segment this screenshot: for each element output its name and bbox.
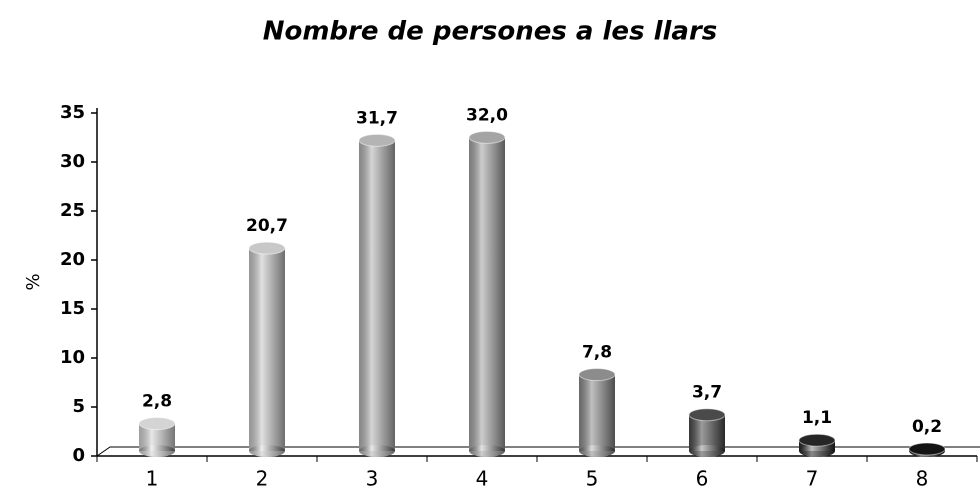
value-label: 7,8: [582, 343, 612, 363]
bar-top: [138, 417, 176, 431]
bar-top: [908, 442, 946, 456]
y-tick-label: 35: [60, 102, 85, 123]
x-tick-label: 8: [916, 467, 929, 491]
x-tick-label: 6: [696, 467, 709, 491]
y-tick-label: 10: [60, 347, 85, 368]
value-label: 1,1: [802, 408, 832, 428]
y-tick-label: 15: [60, 298, 85, 319]
x-tick-label: 4: [476, 467, 489, 491]
y-tick-label: 30: [60, 151, 85, 172]
value-label: 32,0: [466, 105, 508, 125]
value-label: 0,2: [912, 417, 942, 437]
value-label: 20,7: [246, 216, 288, 236]
value-label: 31,7: [356, 108, 398, 128]
bar-top: [248, 241, 286, 255]
value-label: 3,7: [692, 383, 722, 403]
bar-top: [688, 408, 726, 422]
bar-top: [358, 133, 396, 147]
y-tick-label: 5: [72, 396, 85, 417]
bar-shade: [579, 374, 615, 451]
bar-shade: [249, 248, 285, 451]
bar-top: [798, 433, 836, 447]
chart-title: Nombre de persones a les llars: [263, 17, 718, 47]
floor: [96, 446, 980, 457]
bar-top: [578, 368, 616, 382]
x-tick-label: 7: [806, 467, 819, 491]
x-tick-label: 5: [586, 467, 599, 491]
x-tick-label: 2: [256, 467, 269, 491]
x-tick-label: 3: [366, 467, 379, 491]
value-label: 2,8: [142, 392, 172, 412]
bar-shade: [359, 140, 395, 451]
bar-top: [468, 130, 506, 144]
y-tick-label: 20: [60, 249, 85, 270]
y-axis-label: %: [23, 273, 44, 290]
y-tick-label: 0: [72, 445, 85, 466]
x-tick-label: 1: [146, 467, 159, 491]
y-tick-label: 25: [60, 200, 85, 221]
bar-shade: [469, 137, 505, 451]
